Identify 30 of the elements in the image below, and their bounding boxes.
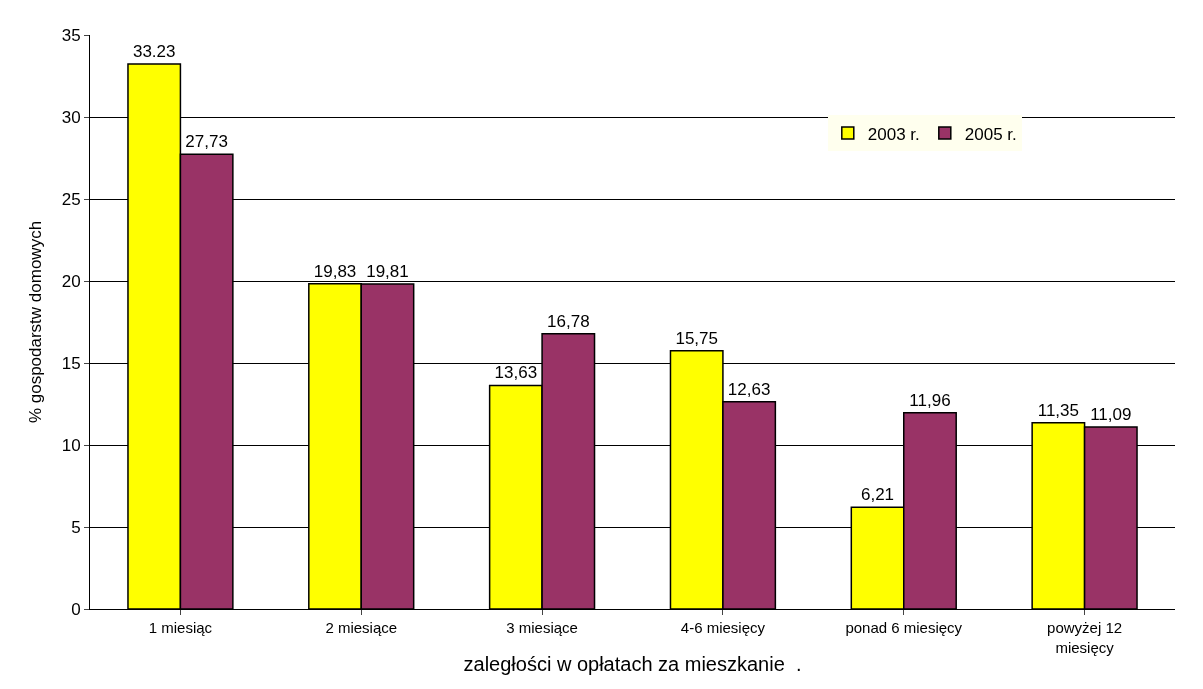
y-tick-label: 15 [61, 353, 81, 373]
y-tick-label: 10 [61, 435, 81, 455]
legend-label: 2003 r. [867, 124, 920, 144]
data-label: 6,21 [860, 485, 895, 505]
data-label: 12,63 [727, 379, 771, 399]
y-tick-label: 30 [61, 107, 81, 127]
data-label: 15,75 [675, 328, 718, 348]
y-tick-label: 35 [61, 25, 81, 45]
data-label: 11,09 [1090, 405, 1132, 425]
data-label: 16,78 [547, 311, 590, 331]
data-label: 11,35 [1037, 400, 1079, 420]
x-tick-label: ponad 6 miesięcy [845, 619, 963, 636]
x-axis-title: zaległości w opłatach za mieszkanie . [463, 653, 802, 675]
y-tick-label: 20 [61, 271, 81, 291]
y-tick-label: 5 [71, 517, 81, 537]
x-tick-label: 3 miesiące [506, 619, 578, 636]
data-label: 33.23 [132, 42, 176, 62]
data-label: 13,63 [494, 363, 538, 383]
x-tick-label: powyżej 12 miesięcy [1047, 619, 1123, 656]
data-label: 19,83 [313, 261, 357, 281]
x-tick-label: 2 miesiące [325, 619, 398, 636]
data-label: 11,96 [909, 390, 951, 410]
y-axis-title: % gospodarstw domowych [26, 220, 46, 424]
legend-label: 2005 r. [964, 124, 1017, 144]
y-tick-label: 25 [61, 189, 81, 209]
y-tick-label: 0 [71, 599, 81, 619]
x-tick-label: 4-6 miesięcy [680, 619, 766, 636]
data-label: 27,73 [185, 132, 228, 152]
data-label: 19,81 [366, 262, 409, 282]
x-tick-label: 1 miesiąc [148, 619, 213, 636]
